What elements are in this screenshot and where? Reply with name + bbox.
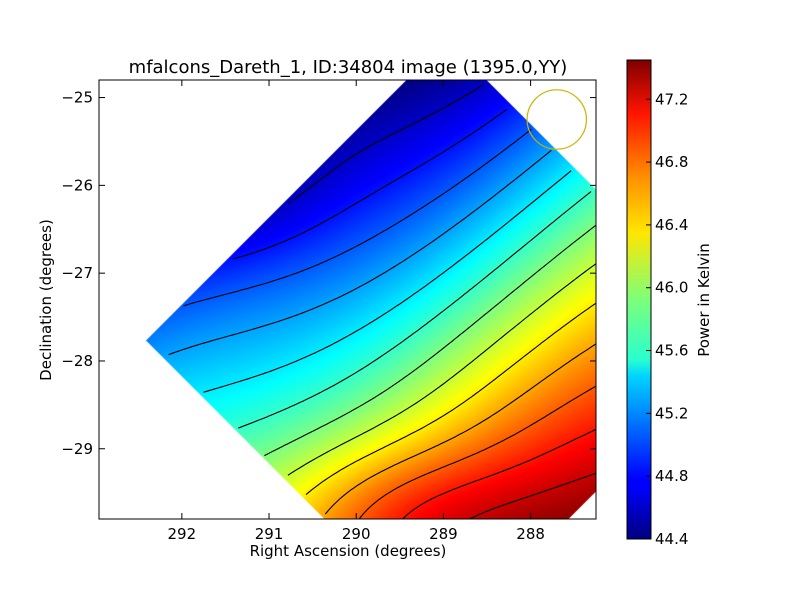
contour-lines: [168, 84, 596, 519]
colorbar-tick-label: 46.4: [655, 216, 688, 234]
colorbar-label: Power in Kelvin: [695, 243, 713, 357]
chart-title: mfalcons_Dareth_1, ID:34804 image (1395.…: [129, 57, 568, 78]
x-tick-label: 291: [255, 525, 284, 543]
x-axis-label: Right Ascension (degrees): [250, 542, 447, 560]
x-tick-label: 289: [429, 525, 458, 543]
contour-line: [469, 472, 596, 519]
beam-circle: [526, 89, 588, 150]
contour-line: [324, 343, 596, 515]
y-axis-ticks: −25 −26 −27 −28 −29: [61, 89, 596, 458]
colorbar-tick-label: 44.4: [655, 530, 688, 548]
y-tick-label: −25: [61, 89, 93, 107]
contour-line: [168, 149, 552, 356]
x-tick-label: 292: [168, 525, 197, 543]
heatmap-image: [99, 80, 596, 519]
colorbar-tick-label: 46.8: [655, 153, 688, 171]
colorbar: 44.4 44.8 45.2 45.6 46.0 46.4 46.8 47.2 Power i…: [626, 59, 713, 548]
x-tick-label: 290: [342, 525, 371, 543]
colorbar-tick-label: 47.2: [655, 90, 688, 108]
contour-line: [402, 428, 596, 519]
contour-line: [287, 84, 484, 205]
contour-line: [233, 108, 508, 260]
colorbar-tick-label: 44.8: [655, 467, 688, 485]
contour-line: [358, 385, 596, 519]
contour-line: [238, 191, 592, 429]
colorbar-gradient: [626, 59, 652, 540]
y-tick-label: −26: [61, 176, 93, 194]
x-tick-label: 288: [516, 525, 545, 543]
colorbar-tick-label: 46.0: [655, 279, 688, 297]
y-axis-label: Declination (degrees): [37, 219, 55, 381]
contour-line: [287, 263, 596, 476]
y-tick-label: −28: [61, 352, 93, 370]
contour-line: [203, 170, 572, 393]
contour-line: [264, 224, 596, 457]
axes-frame: [98, 79, 597, 520]
y-tick-label: −27: [61, 264, 93, 282]
colorbar-tick-label: 45.2: [655, 404, 688, 422]
plot-area: [98, 79, 597, 520]
contour-line: [183, 128, 532, 307]
contour-line: [305, 302, 596, 496]
colorbar-ticks: 44.4 44.8 45.2 45.6 46.0 46.4 46.8 47.2: [646, 90, 688, 548]
colorbar-tick-label: 45.6: [655, 342, 688, 360]
y-tick-label: −29: [61, 440, 93, 458]
x-axis-ticks: 292 291 290 289 288: [168, 80, 545, 543]
